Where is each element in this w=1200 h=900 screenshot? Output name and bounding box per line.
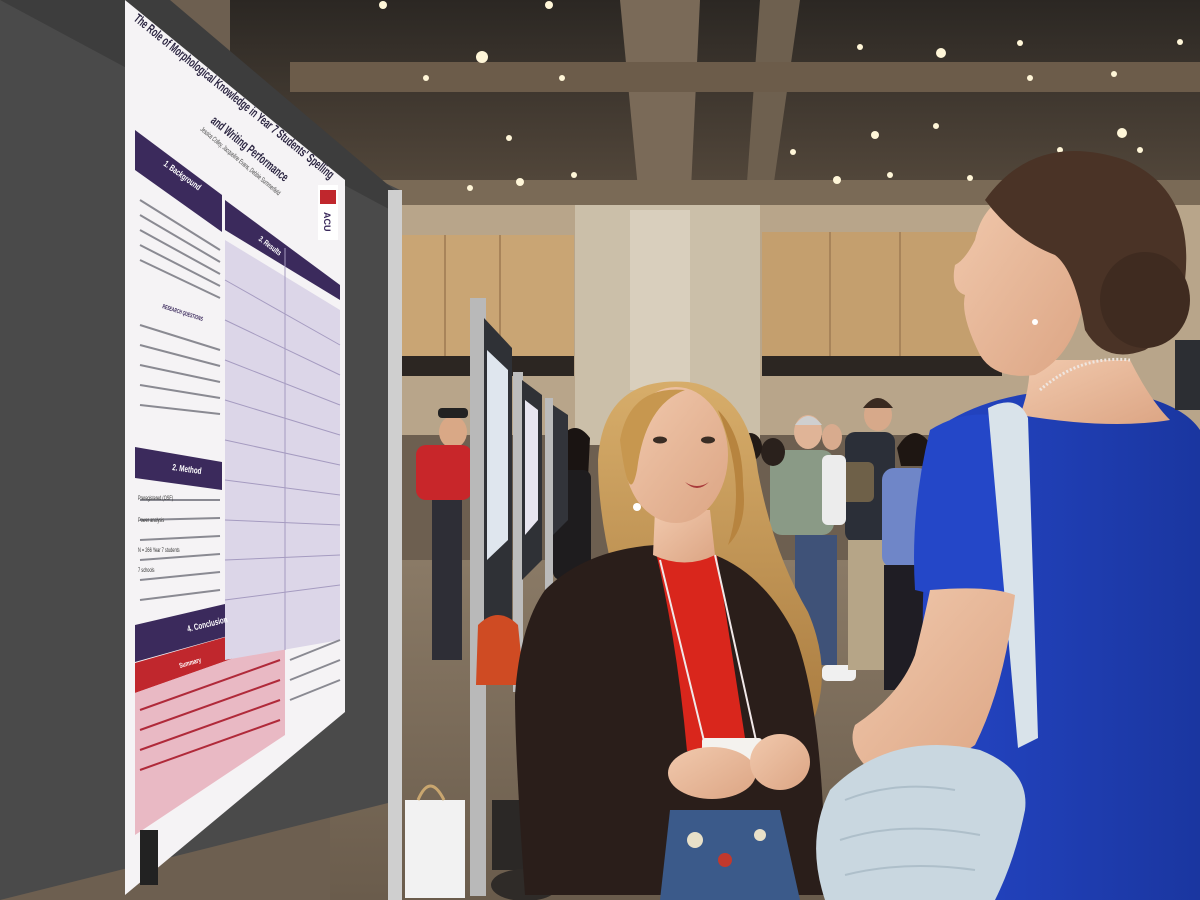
visitor-woman-blue-dress xyxy=(816,151,1200,900)
poster-board-row xyxy=(405,298,568,900)
method-item-2: Power analysis xyxy=(138,517,165,524)
acu-logo: ACU xyxy=(322,212,332,232)
method-item-3: N = 266 Year 7 students xyxy=(138,547,180,554)
presenter-woman xyxy=(515,381,825,900)
method-heading: 2. Method xyxy=(172,462,203,476)
background-section-header xyxy=(135,130,222,232)
method-item-1: Preregistered (OSF) xyxy=(138,495,173,502)
method-item-4: 7 schools xyxy=(138,567,155,574)
method-section-header xyxy=(135,447,222,490)
results-section-header xyxy=(225,200,340,300)
main-poster-board: The Role of Morphological Knowledge in Y… xyxy=(0,0,402,900)
right-poster-board xyxy=(1175,340,1200,410)
